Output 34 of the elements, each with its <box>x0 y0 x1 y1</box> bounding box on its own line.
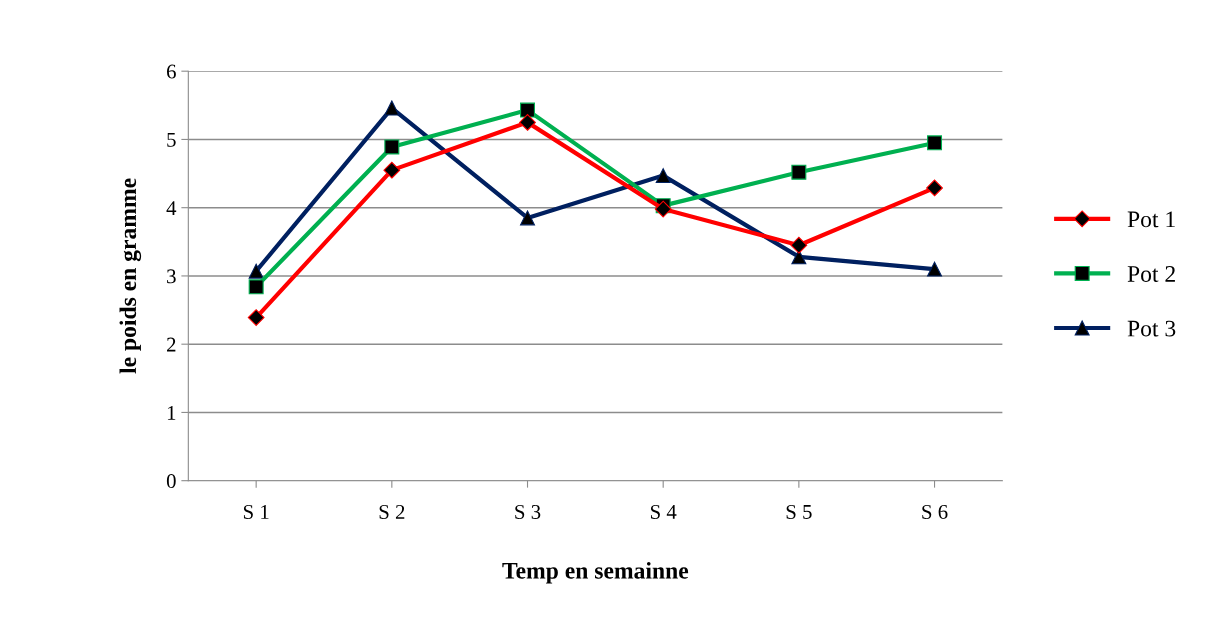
point <box>927 261 943 277</box>
x-tick-label: S 2 <box>379 504 405 519</box>
y-axis-title: le poids en gramme <box>119 178 142 374</box>
point <box>383 161 401 179</box>
y-tick-label: 3 <box>167 269 176 284</box>
point <box>384 100 400 116</box>
y-tick-label: 2 <box>167 337 176 352</box>
point <box>926 179 943 197</box>
y-tick-label: 0 <box>166 474 176 489</box>
x-tick-label: S 1 <box>243 504 269 519</box>
point <box>248 263 264 279</box>
point <box>655 168 671 184</box>
point <box>519 113 536 131</box>
point <box>927 135 943 151</box>
point <box>791 164 807 180</box>
x-tick-label: S 4 <box>650 504 677 519</box>
x-tick-label: S 6 <box>922 504 948 519</box>
legend-label: Pot 2 <box>1127 266 1175 282</box>
point <box>790 236 808 254</box>
legend-label: Pot 1 <box>1127 211 1175 228</box>
y-tick-label: 1 <box>167 405 176 420</box>
x-tick-label: S 3 <box>515 504 541 519</box>
point <box>520 102 536 118</box>
point <box>248 279 264 295</box>
point <box>384 139 400 155</box>
point <box>247 309 265 326</box>
x-tick-label: S 5 <box>786 504 812 519</box>
legend-label: Pot 3 <box>1127 320 1176 337</box>
point <box>654 200 672 218</box>
y-tick-label: 5 <box>167 133 176 147</box>
point <box>520 210 536 226</box>
x-axis-title: Temp en semainne <box>502 562 689 584</box>
y-tick-label: 4 <box>166 201 177 215</box>
y-tick-label: 6 <box>167 64 176 79</box>
